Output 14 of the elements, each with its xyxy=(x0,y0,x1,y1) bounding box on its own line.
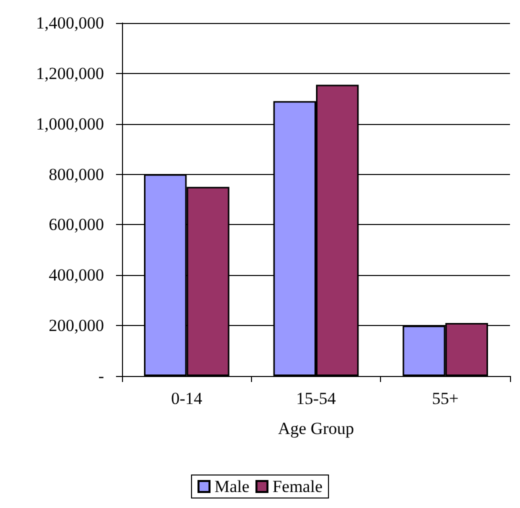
y-tick-label: 600,000 xyxy=(48,215,104,234)
y-tick-label: 800,000 xyxy=(48,164,104,184)
y-tick-label: - xyxy=(98,366,104,386)
x-axis-title: Age Group xyxy=(278,419,354,438)
x-tick-label: 0-14 xyxy=(171,389,203,408)
y-tick-label: 200,000 xyxy=(48,316,104,336)
legend-label: Male xyxy=(214,477,250,496)
legend-label: Female xyxy=(272,477,322,496)
x-tick-label: 15-54 xyxy=(296,389,336,408)
y-tick-label: 1,400,000 xyxy=(36,14,104,32)
x-tick-label: 55+ xyxy=(432,389,459,408)
y-tick-label: 1,200,000 xyxy=(36,64,104,83)
y-tick-label: 400,000 xyxy=(48,266,104,285)
y-tick-label: 1,000,000 xyxy=(36,114,104,134)
